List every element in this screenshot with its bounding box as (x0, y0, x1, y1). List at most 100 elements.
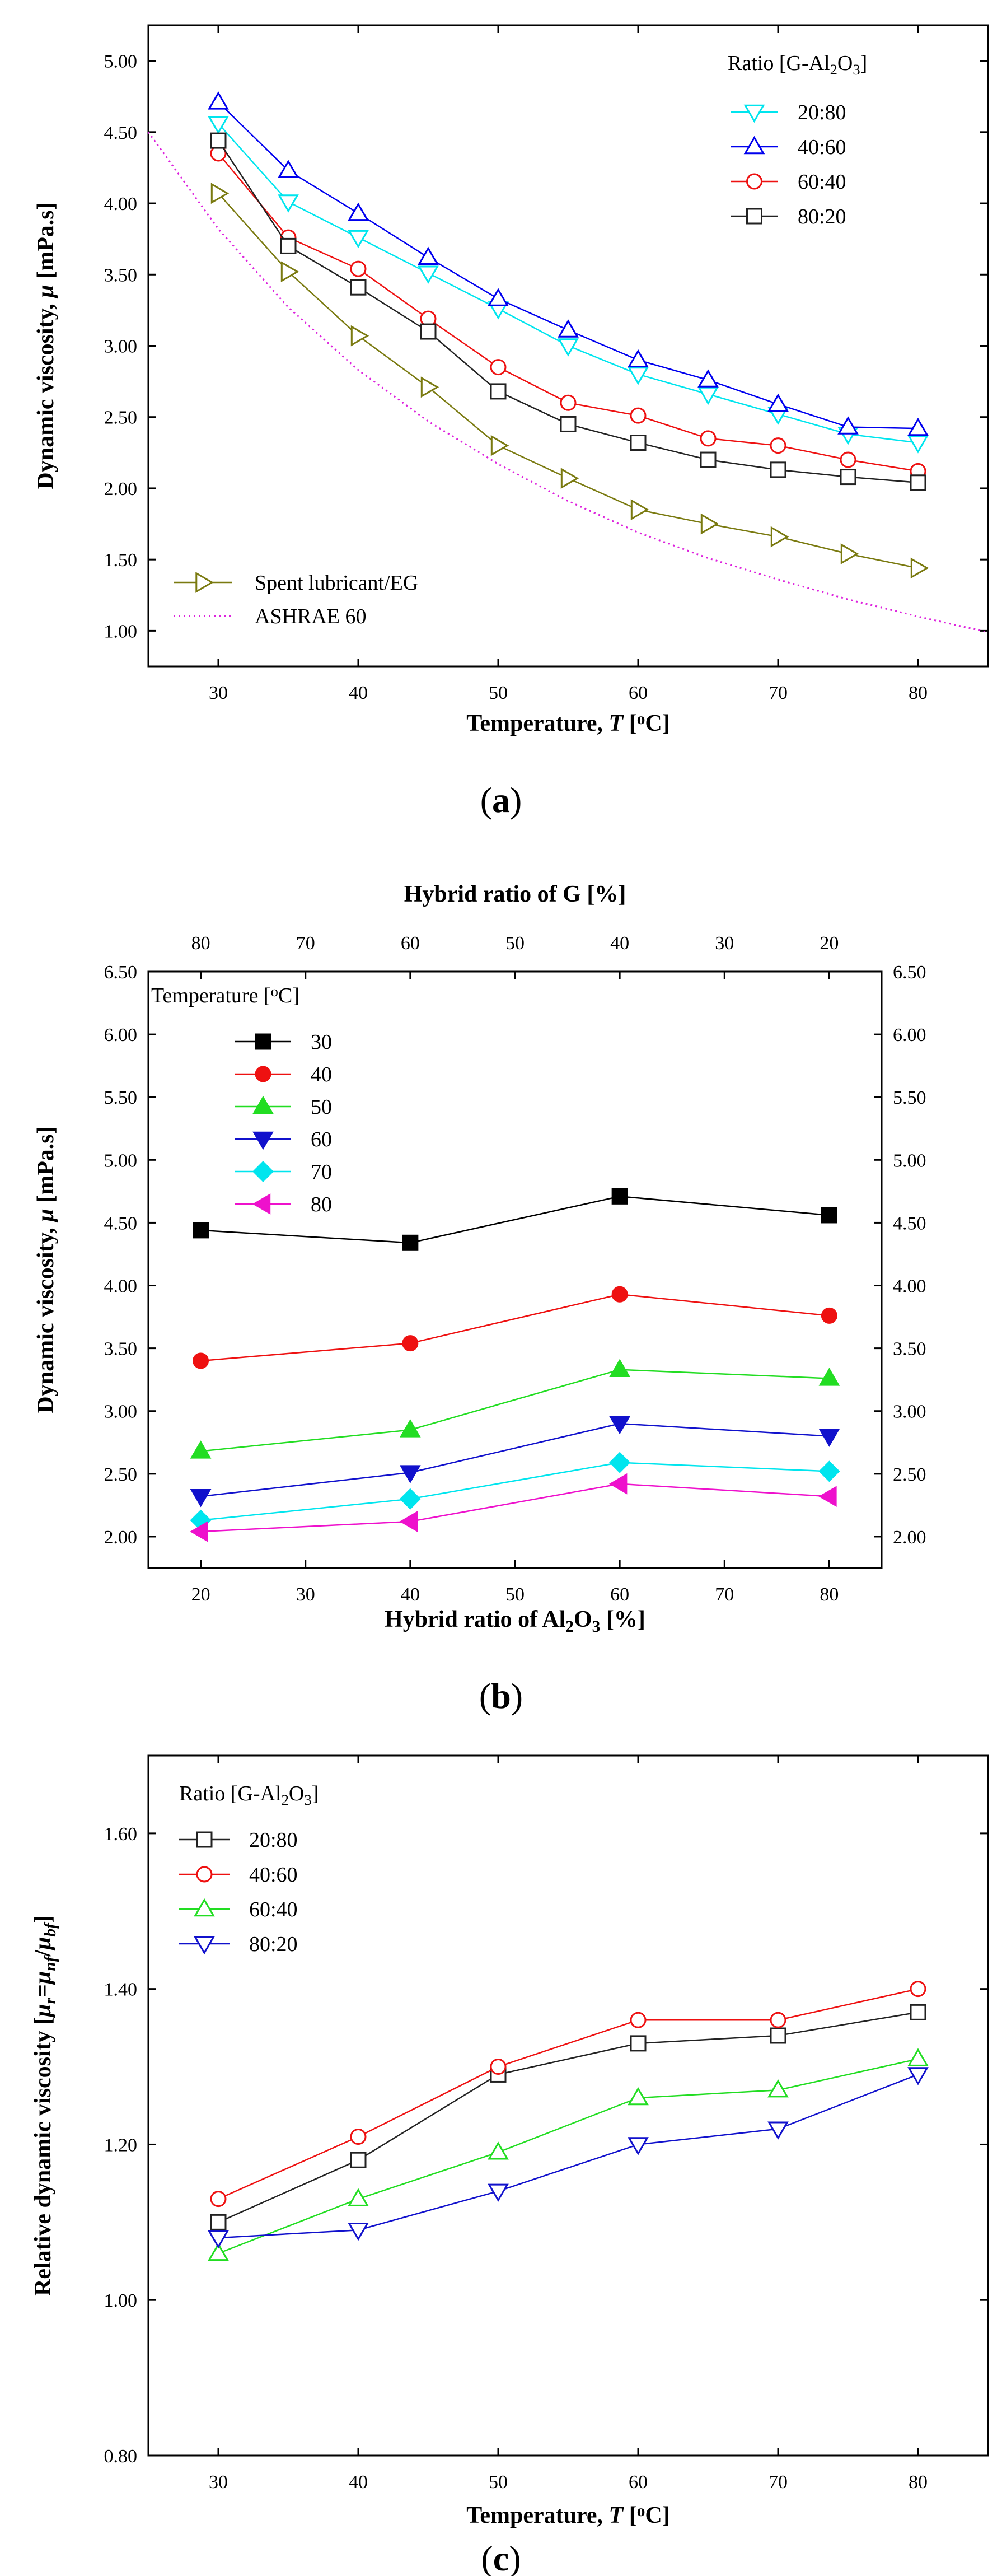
x-axis-label: Temperature, T [oC] (466, 710, 669, 736)
legend-item: 60:40 (731, 170, 846, 194)
legend-item: 30 (235, 1030, 332, 1054)
data-point (348, 202, 369, 221)
x-tick-label: 30 (209, 683, 228, 703)
data-point (630, 2035, 647, 2052)
right-y-tick-label: 3.50 (893, 1339, 926, 1360)
data-point (488, 2141, 509, 2160)
data-point (910, 1981, 926, 1998)
data-point (630, 2012, 647, 2028)
legend-item: 40:60 (731, 136, 846, 159)
right-y-tick-label: 3.00 (893, 1402, 926, 1422)
plot-area (190, 1188, 840, 1542)
legend-item: 40:60 (179, 1863, 298, 1887)
legend-label: ASHRAE 60 (255, 605, 367, 628)
x-tick-label: 30 (209, 2472, 228, 2493)
legend: Ratio [G-Al2O3] 20:80 40:60 60:40 80:20 (179, 1782, 319, 1956)
y-tick-label: 4.00 (104, 194, 138, 214)
data-point (818, 1429, 840, 1447)
top-x-tick-label: 20 (820, 933, 839, 954)
data-point (402, 1234, 419, 1251)
data-point (910, 474, 926, 491)
data-point (210, 2214, 227, 2230)
series-line (200, 1462, 830, 1522)
series-40:60 (208, 91, 929, 436)
legend-label: 60:40 (249, 1898, 298, 1921)
data-point (350, 2152, 367, 2168)
legend-label: 40 (311, 1063, 332, 1086)
data-point (348, 2223, 369, 2241)
data-point (818, 1460, 840, 1482)
y-tick-label: 2.00 (104, 479, 138, 500)
legend-label: Spent lubricant/EG (255, 571, 418, 595)
legend-item: 80:20 (179, 1933, 298, 1956)
y-tick-label: 1.50 (104, 550, 138, 571)
series-80:20 (208, 2067, 929, 2249)
data-point (770, 461, 786, 478)
plot-frame (147, 970, 883, 1569)
x-tick-label: 40 (349, 683, 368, 703)
x-tick-label: 60 (629, 683, 648, 703)
legend-marker (255, 1033, 271, 1050)
data-point (609, 1452, 631, 1473)
y-tick-label: 1.00 (104, 621, 138, 642)
data-point (628, 2137, 649, 2155)
y-tick-label: 5.00 (104, 52, 138, 72)
data-point (560, 468, 579, 489)
y-tick-label: 4.00 (104, 1276, 138, 1297)
data-point (208, 2230, 229, 2249)
x-tick-label: 70 (769, 683, 788, 703)
data-point (190, 1489, 212, 1508)
legend-item: 80:20 (731, 205, 846, 228)
x-tick-label: 80 (820, 1584, 839, 1605)
top-x-tick-label: 40 (610, 933, 629, 954)
right-y-tick-label: 4.00 (893, 1276, 926, 1297)
data-point (700, 513, 719, 535)
data-point (399, 1488, 421, 1510)
top-x-axis-label: Hybrid ratio of G [%] (404, 881, 626, 907)
data-point (700, 430, 717, 447)
data-point (490, 359, 507, 376)
legend-marker (194, 1898, 215, 1917)
y-tick-label: 6.50 (104, 962, 138, 983)
panel-caption: (c) (481, 2538, 521, 2576)
series-line (200, 1369, 830, 1452)
y-tick-label: 5.00 (104, 1150, 138, 1171)
data-point (821, 1307, 837, 1324)
top-x-tick-label: 70 (296, 933, 315, 954)
data-point (609, 1359, 631, 1377)
top-x-tick-label: 30 (715, 933, 734, 954)
legend-item-extra: ASHRAE 60 (174, 605, 367, 628)
y-tick-label: 3.50 (104, 1339, 138, 1360)
x-tick-label: 70 (769, 2472, 788, 2493)
data-point (840, 543, 859, 564)
data-point (837, 416, 859, 435)
data-point (609, 1416, 631, 1435)
data-point (770, 2012, 786, 2028)
y-tick-label: 4.50 (104, 123, 138, 143)
data-point (770, 526, 789, 548)
x-axis-label: Temperature, T [oC] (466, 2502, 669, 2528)
panel-c: 30 40 50 60 70 80 0.80 1.00 1.20 1.40 1.60 Temperat… (30, 1754, 989, 2576)
y-tick-label: 4.50 (104, 1213, 138, 1234)
data-point (210, 2191, 227, 2208)
data-point (628, 349, 649, 368)
legend-label: 80 (311, 1193, 332, 1216)
data-point (700, 451, 717, 468)
legend-marker (743, 104, 765, 123)
legend-item: 60 (235, 1128, 332, 1151)
data-point (770, 2027, 786, 2044)
data-point (630, 407, 647, 424)
y-tick-label: 3.00 (104, 1402, 138, 1422)
data-point (418, 246, 439, 265)
data-point (767, 393, 789, 412)
legend-item: 80 (235, 1193, 332, 1216)
right-y-tick-label: 2.00 (893, 1527, 926, 1548)
series-line (200, 1422, 830, 1497)
data-point (840, 451, 856, 468)
data-point (907, 435, 929, 454)
series-line (218, 1988, 919, 2200)
data-point (558, 319, 579, 338)
right-y-tick-label: 6.00 (893, 1025, 926, 1046)
legend-label: 50 (311, 1095, 332, 1119)
series-line (200, 1483, 830, 1533)
